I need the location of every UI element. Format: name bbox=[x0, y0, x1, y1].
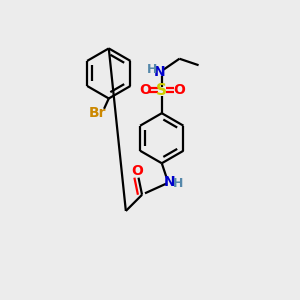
Text: O: O bbox=[139, 83, 151, 97]
Text: O: O bbox=[131, 164, 143, 178]
Text: Br: Br bbox=[89, 106, 106, 120]
Text: S: S bbox=[156, 83, 167, 98]
Text: H: H bbox=[172, 177, 183, 190]
Text: N: N bbox=[154, 65, 165, 79]
Text: O: O bbox=[173, 83, 185, 97]
Text: N: N bbox=[164, 175, 175, 188]
Text: H: H bbox=[147, 63, 158, 76]
